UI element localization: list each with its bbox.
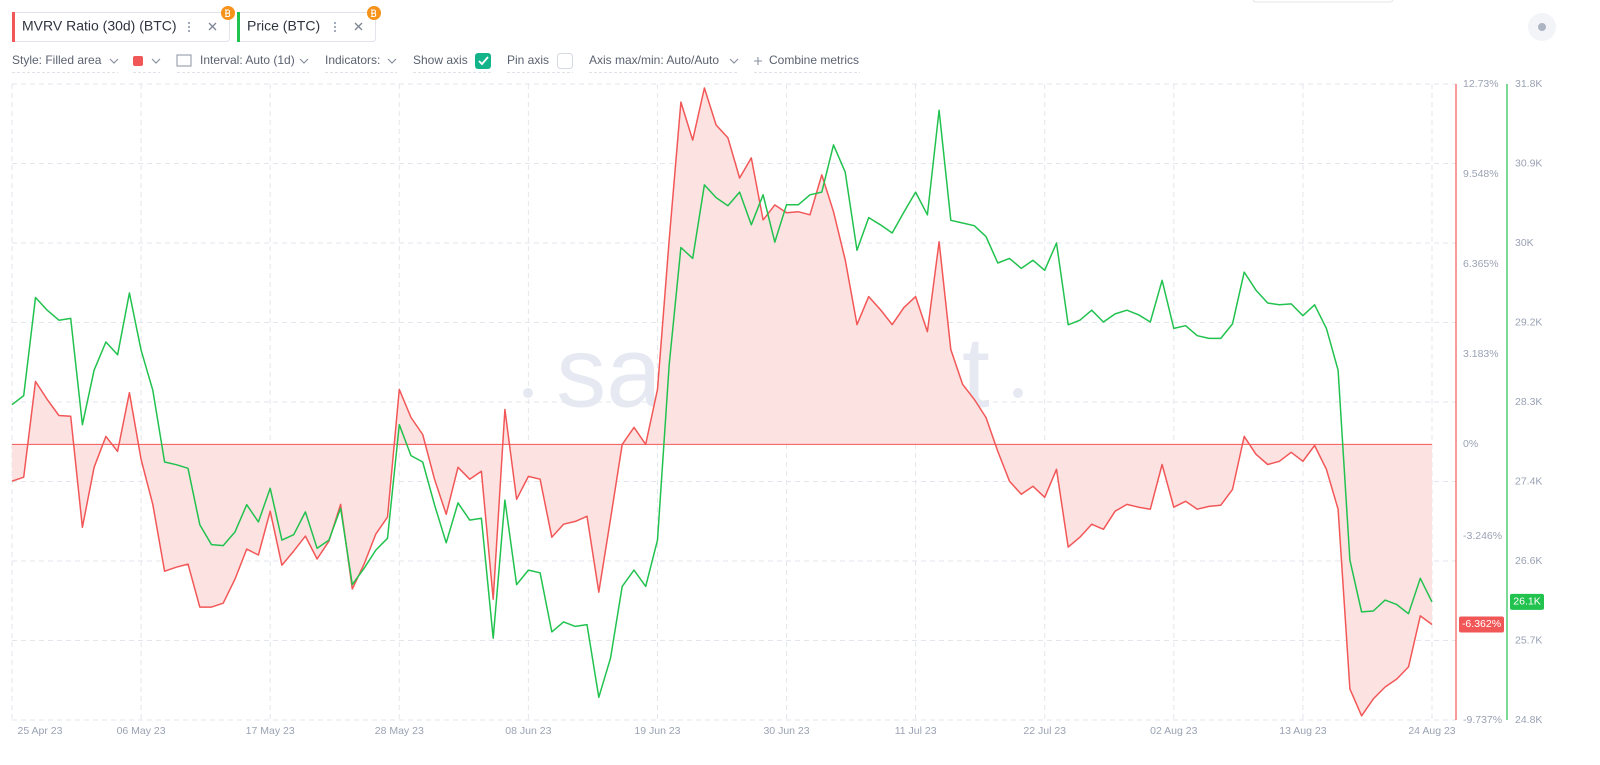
color-picker[interactable] xyxy=(133,56,143,66)
y-tick-label: 26.6K xyxy=(1515,555,1542,567)
toolbar: Style: Filled area Interval: Auto (1d) I… xyxy=(12,53,860,73)
x-tick-label: 06 May 23 xyxy=(117,725,166,737)
x-tick-label: 02 Aug 23 xyxy=(1150,725,1197,737)
axis-range-selector[interactable]: Axis max/min: Auto/Auto xyxy=(589,53,719,67)
metric-chip-color xyxy=(12,12,15,42)
metric-chip-color xyxy=(237,12,240,42)
interval-icon xyxy=(176,54,192,67)
options-icon xyxy=(1538,23,1546,31)
x-tick-label: 24 Aug 23 xyxy=(1408,725,1455,737)
chevron xyxy=(151,58,161,64)
y-tick-label: 9.548% xyxy=(1463,168,1499,180)
y-tick-label: 30K xyxy=(1515,237,1534,249)
x-tick-label: 30 Jun 23 xyxy=(763,725,809,737)
x-tick-label: 25 Apr 23 xyxy=(18,725,63,737)
value-badge-label: 26.1K xyxy=(1513,596,1540,608)
metric-chip-label[interactable]: Price (BTC) xyxy=(247,18,320,34)
close-icon[interactable] xyxy=(208,22,217,31)
style-selector[interactable]: Style: Filled area xyxy=(12,53,102,67)
value-badge xyxy=(1459,616,1504,633)
y-tick-label: 3.183% xyxy=(1463,348,1499,360)
metric-chip-label[interactable]: MVRV Ratio (30d) (BTC) xyxy=(22,18,177,34)
show-axis-checkbox[interactable] xyxy=(475,53,491,69)
x-tick-label: 22 Jul 23 xyxy=(1023,725,1066,737)
y-tick-label: 30.9K xyxy=(1515,157,1542,169)
y-tick-label: 12.73% xyxy=(1463,78,1499,90)
interval-selector[interactable]: Interval: Auto (1d) xyxy=(200,53,295,67)
combine-metrics-button[interactable]: Combine metrics xyxy=(769,53,859,67)
close-icon[interactable] xyxy=(354,22,363,31)
y-tick-label: 25.7K xyxy=(1515,634,1542,646)
x-tick-label: 11 Jul 23 xyxy=(895,725,937,737)
series-line xyxy=(11,109,1433,699)
x-tick-label: 28 May 23 xyxy=(375,725,424,737)
chart: 25 Apr 23 06 May 23 17 May 23 28 May 23 08 J… xyxy=(11,78,1544,737)
series-line xyxy=(11,87,1433,717)
x-tick-label: 08 Jun 23 xyxy=(505,725,551,737)
x-tick-label: 19 Jun 23 xyxy=(634,725,680,737)
menu-dot xyxy=(187,21,191,25)
check xyxy=(478,56,489,66)
pin-axis-label[interactable]: Pin axis xyxy=(507,53,549,67)
y-tick-label: 0% xyxy=(1463,438,1478,450)
watermark-dot xyxy=(1013,388,1023,398)
y-tick-label: -3.246% xyxy=(1463,530,1502,542)
btc-icon xyxy=(371,9,377,17)
plus-icon xyxy=(754,57,762,65)
pin-axis-checkbox[interactable] xyxy=(557,53,573,69)
chevron xyxy=(729,58,739,64)
area-fill xyxy=(12,88,1432,716)
chevron xyxy=(109,58,119,64)
chevron xyxy=(387,58,397,64)
y-tick-label: 31.8K xyxy=(1515,78,1542,90)
indicators-selector[interactable]: Indicators: xyxy=(325,53,380,67)
value-badge xyxy=(1510,593,1544,610)
menu-dot xyxy=(333,21,337,25)
y-tick-label: -9.737% xyxy=(1463,714,1502,726)
y-tick-label: 24.8K xyxy=(1515,714,1542,726)
y-tick-label: 28.3K xyxy=(1515,396,1542,408)
menu-dot xyxy=(333,25,337,29)
y-tick-label: 27.4K xyxy=(1515,475,1542,487)
menu-dot xyxy=(187,25,191,29)
x-tick-label: 13 Aug 23 xyxy=(1279,725,1326,737)
y-tick-label: 6.365% xyxy=(1463,258,1499,270)
show-axis-label[interactable]: Show axis xyxy=(413,53,468,67)
chevron xyxy=(299,58,309,64)
x-tick-label: 17 May 23 xyxy=(246,725,295,737)
menu-dot xyxy=(333,29,337,33)
value-badge-label: -6.362% xyxy=(1462,618,1501,630)
btc-icon xyxy=(225,9,231,17)
y-tick-label: 29.2K xyxy=(1515,316,1542,328)
top-control[interactable] xyxy=(1252,0,1394,3)
menu-dot xyxy=(187,29,191,33)
